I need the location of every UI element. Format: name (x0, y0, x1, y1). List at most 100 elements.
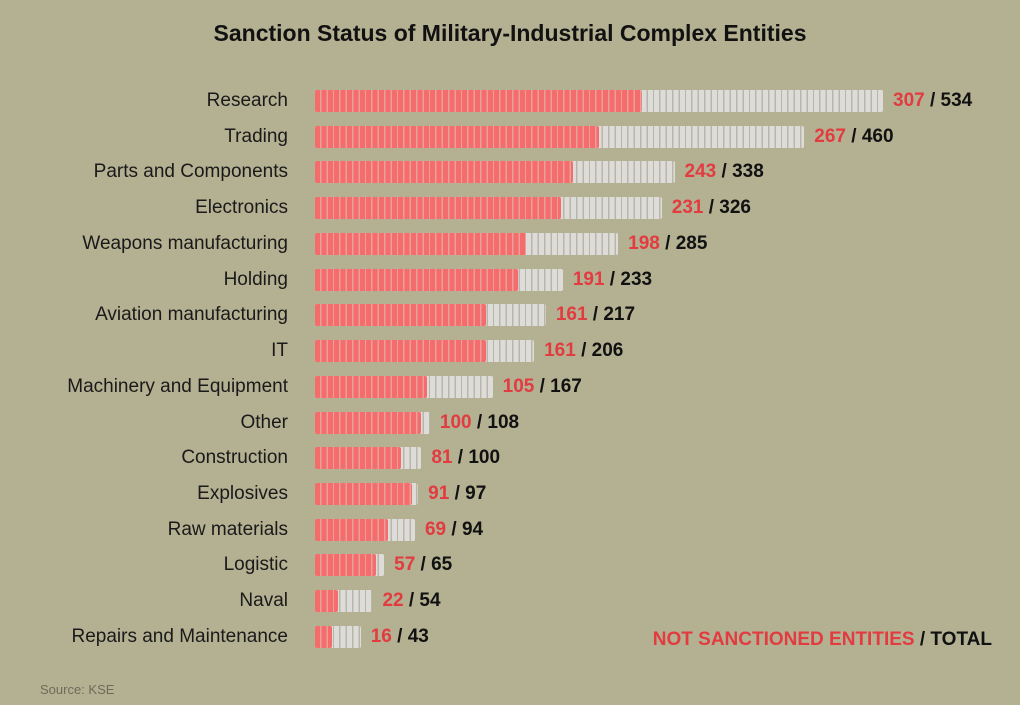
not-sanctioned-bar (315, 375, 427, 398)
category-label: Logistic (223, 554, 288, 576)
total-value: 217 (603, 304, 636, 326)
value-label: 161 / 217 (556, 304, 635, 326)
not-sanctioned-bar (315, 340, 487, 363)
not-sanctioned-value: 16 (370, 625, 392, 647)
not-sanctioned-value: 105 (502, 375, 535, 397)
value-separator: / (924, 90, 941, 111)
not-sanctioned-bar (315, 625, 333, 648)
total-value: 100 (468, 447, 501, 469)
not-sanctioned-value: 267 (814, 125, 846, 147)
not-sanctioned-bar (315, 590, 339, 613)
value-label: 191 / 233 (573, 269, 652, 291)
source-note: Source: KSE (40, 682, 115, 697)
not-sanctioned-value: 198 (628, 232, 660, 254)
total-value: 338 (732, 161, 764, 183)
value-separator: / (452, 447, 469, 469)
value-label: 267 / 460 (814, 126, 893, 148)
total-value: 94 (461, 518, 484, 540)
value-separator: / (587, 304, 604, 326)
value-label: 81 / 100 (431, 447, 500, 469)
value-label: 22 / 54 (382, 590, 440, 612)
legend-total: TOTAL (930, 629, 992, 650)
not-sanctioned-bar (315, 232, 526, 255)
not-sanctioned-bar (315, 518, 389, 541)
total-value: 326 (719, 197, 751, 219)
value-separator: / (716, 161, 733, 183)
not-sanctioned-bar (315, 304, 487, 327)
not-sanctioned-value: 22 (382, 590, 404, 612)
total-value: 534 (940, 90, 973, 111)
value-label: 16 / 43 (371, 626, 429, 648)
value-separator: / (415, 554, 432, 576)
category-label: Construction (181, 447, 288, 469)
value-separator: / (403, 590, 420, 612)
not-sanctioned-value: 191 (572, 268, 605, 290)
value-separator: / (534, 375, 551, 397)
not-sanctioned-value: 161 (555, 304, 588, 326)
total-value: 167 (550, 375, 582, 397)
not-sanctioned-value: 57 (394, 554, 416, 576)
legend-not-sanctioned: NOT SANCTIONED ENTITIES (652, 629, 915, 650)
not-sanctioned-bar (315, 268, 519, 291)
total-value: 54 (419, 590, 441, 612)
value-label: 105 / 167 (503, 376, 582, 398)
not-sanctioned-bar (315, 447, 402, 470)
not-sanctioned-value: 307 (893, 90, 925, 111)
not-sanctioned-value: 91 (428, 483, 450, 505)
not-sanctioned-bar (315, 161, 574, 184)
value-label: 91 / 97 (428, 483, 486, 505)
category-label: Electronics (195, 197, 288, 219)
value-label: 161 / 206 (544, 340, 623, 362)
value-separator: / (471, 411, 488, 433)
not-sanctioned-value: 81 (431, 447, 453, 469)
total-value: 108 (487, 411, 520, 433)
value-label: 231 / 326 (672, 197, 751, 219)
legend-separator: / (914, 629, 931, 650)
not-sanctioned-bar (315, 483, 412, 506)
category-label: Raw materials (167, 518, 288, 540)
value-label: 100 / 108 (440, 412, 519, 434)
value-label: 57 / 65 (394, 554, 452, 576)
total-value: 65 (431, 554, 453, 576)
category-label: Weapons manufacturing (82, 232, 288, 254)
value-separator: / (446, 518, 462, 540)
not-sanctioned-bar (315, 554, 376, 577)
value-separator: / (703, 197, 720, 219)
chart-title: Sanction Status of Military-Industrial C… (213, 20, 807, 46)
not-sanctioned-value: 231 (671, 197, 704, 219)
category-label: Holding (223, 268, 288, 290)
value-separator: / (449, 483, 466, 505)
value-separator: / (575, 340, 592, 362)
not-sanctioned-bar (315, 90, 642, 112)
value-label: 198 / 285 (628, 233, 707, 255)
value-separator: / (391, 625, 408, 647)
category-label: Repairs and Maintenance (71, 625, 288, 647)
category-label: Parts and Components (93, 161, 288, 183)
not-sanctioned-bar (315, 411, 422, 434)
not-sanctioned-bar (315, 197, 561, 220)
not-sanctioned-value: 100 (439, 411, 472, 433)
category-label: Machinery and Equipment (67, 375, 288, 397)
value-separator: / (659, 232, 676, 254)
not-sanctioned-bar (315, 125, 599, 148)
not-sanctioned-value: 161 (544, 340, 576, 362)
total-value: 460 (861, 125, 894, 147)
value-separator: / (845, 125, 862, 147)
legend: NOT SANCTIONED ENTITIES / TOTAL (653, 629, 992, 651)
category-label: Research (206, 90, 288, 111)
category-label: Explosives (197, 483, 288, 505)
not-sanctioned-value: 243 (684, 161, 717, 183)
value-label: 307 / 534 (893, 90, 972, 112)
category-label: Aviation manufacturing (95, 304, 288, 326)
category-label: Naval (239, 590, 288, 612)
value-separator: / (604, 268, 621, 290)
category-label: Trading (224, 125, 288, 147)
total-value: 97 (465, 483, 487, 505)
value-label: 243 / 338 (685, 161, 764, 183)
category-label: IT (271, 340, 288, 362)
total-value: 233 (620, 268, 653, 290)
not-sanctioned-value: 69 (424, 518, 447, 540)
category-label: Other (240, 411, 288, 433)
value-label: 69 / 94 (425, 519, 483, 541)
